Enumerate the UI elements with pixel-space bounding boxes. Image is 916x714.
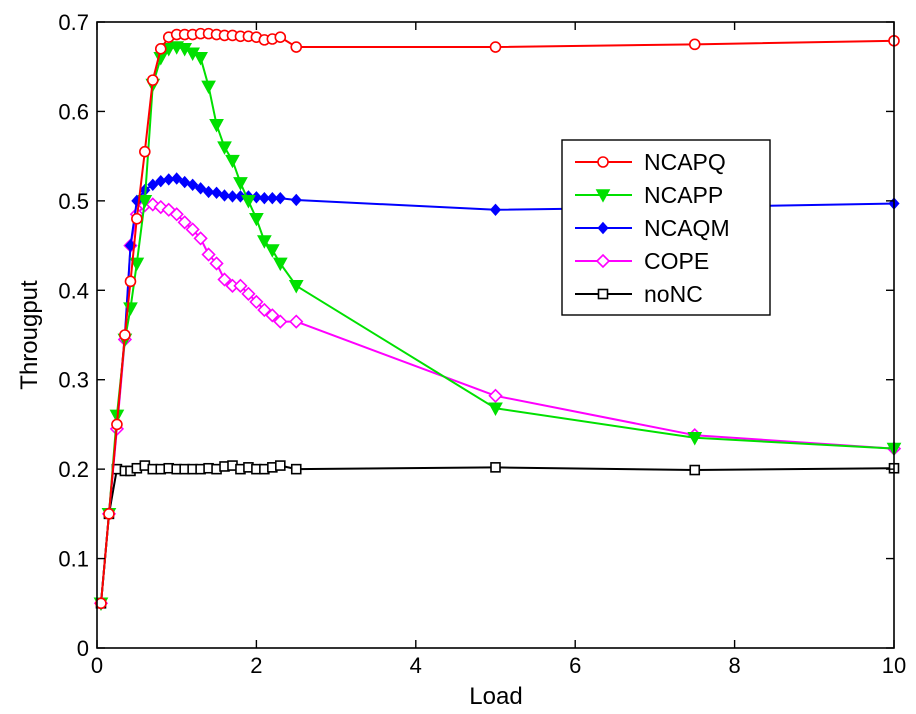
legend-marker xyxy=(599,290,608,299)
data-point-ncapq xyxy=(132,214,142,224)
data-point-ncapq xyxy=(148,75,158,85)
data-point-ncapq xyxy=(156,44,166,54)
legend: NCAPQ NCAPP NCAQM COPE noNC xyxy=(562,140,770,315)
data-point-ncapq xyxy=(104,509,114,519)
x-tick-label: 8 xyxy=(728,653,740,678)
data-point-ncapq xyxy=(491,42,501,52)
data-point-ncapq xyxy=(140,147,150,157)
legend-label: NCAPP xyxy=(644,182,723,208)
legend-label: NCAPQ xyxy=(644,149,726,175)
plot-background xyxy=(97,22,894,648)
y-tick-label: 0 xyxy=(77,636,89,661)
data-point-nonc xyxy=(491,463,500,472)
legend-label: COPE xyxy=(644,248,709,274)
y-axis-label: Througput xyxy=(16,280,43,390)
data-point-ncapq xyxy=(125,276,135,286)
y-tick-label: 0.5 xyxy=(58,189,89,214)
y-tick-label: 0.4 xyxy=(58,278,89,303)
data-point-nonc xyxy=(276,461,285,470)
y-tick-label: 0.1 xyxy=(58,547,89,572)
y-tick-label: 0.3 xyxy=(58,368,89,393)
data-point-ncapq xyxy=(690,39,700,49)
x-tick-label: 2 xyxy=(250,653,262,678)
data-point-ncapq xyxy=(120,330,130,340)
y-tick-label: 0.7 xyxy=(58,10,89,35)
legend-label: noNC xyxy=(644,281,703,307)
x-tick-label: 6 xyxy=(569,653,581,678)
data-point-ncapq xyxy=(112,419,122,429)
x-tick-label: 0 xyxy=(91,653,103,678)
x-tick-label: 4 xyxy=(410,653,422,678)
legend-label: NCAQM xyxy=(644,215,730,241)
y-tick-label: 0.2 xyxy=(58,457,89,482)
x-axis-label: Load xyxy=(469,683,522,710)
data-point-nonc xyxy=(690,466,699,475)
y-tick-label: 0.6 xyxy=(58,99,89,124)
legend-marker xyxy=(598,157,608,167)
x-tick-label: 10 xyxy=(882,653,906,678)
data-point-ncapq xyxy=(275,32,285,42)
data-point-ncapq xyxy=(291,42,301,52)
data-point-nonc xyxy=(292,465,301,474)
